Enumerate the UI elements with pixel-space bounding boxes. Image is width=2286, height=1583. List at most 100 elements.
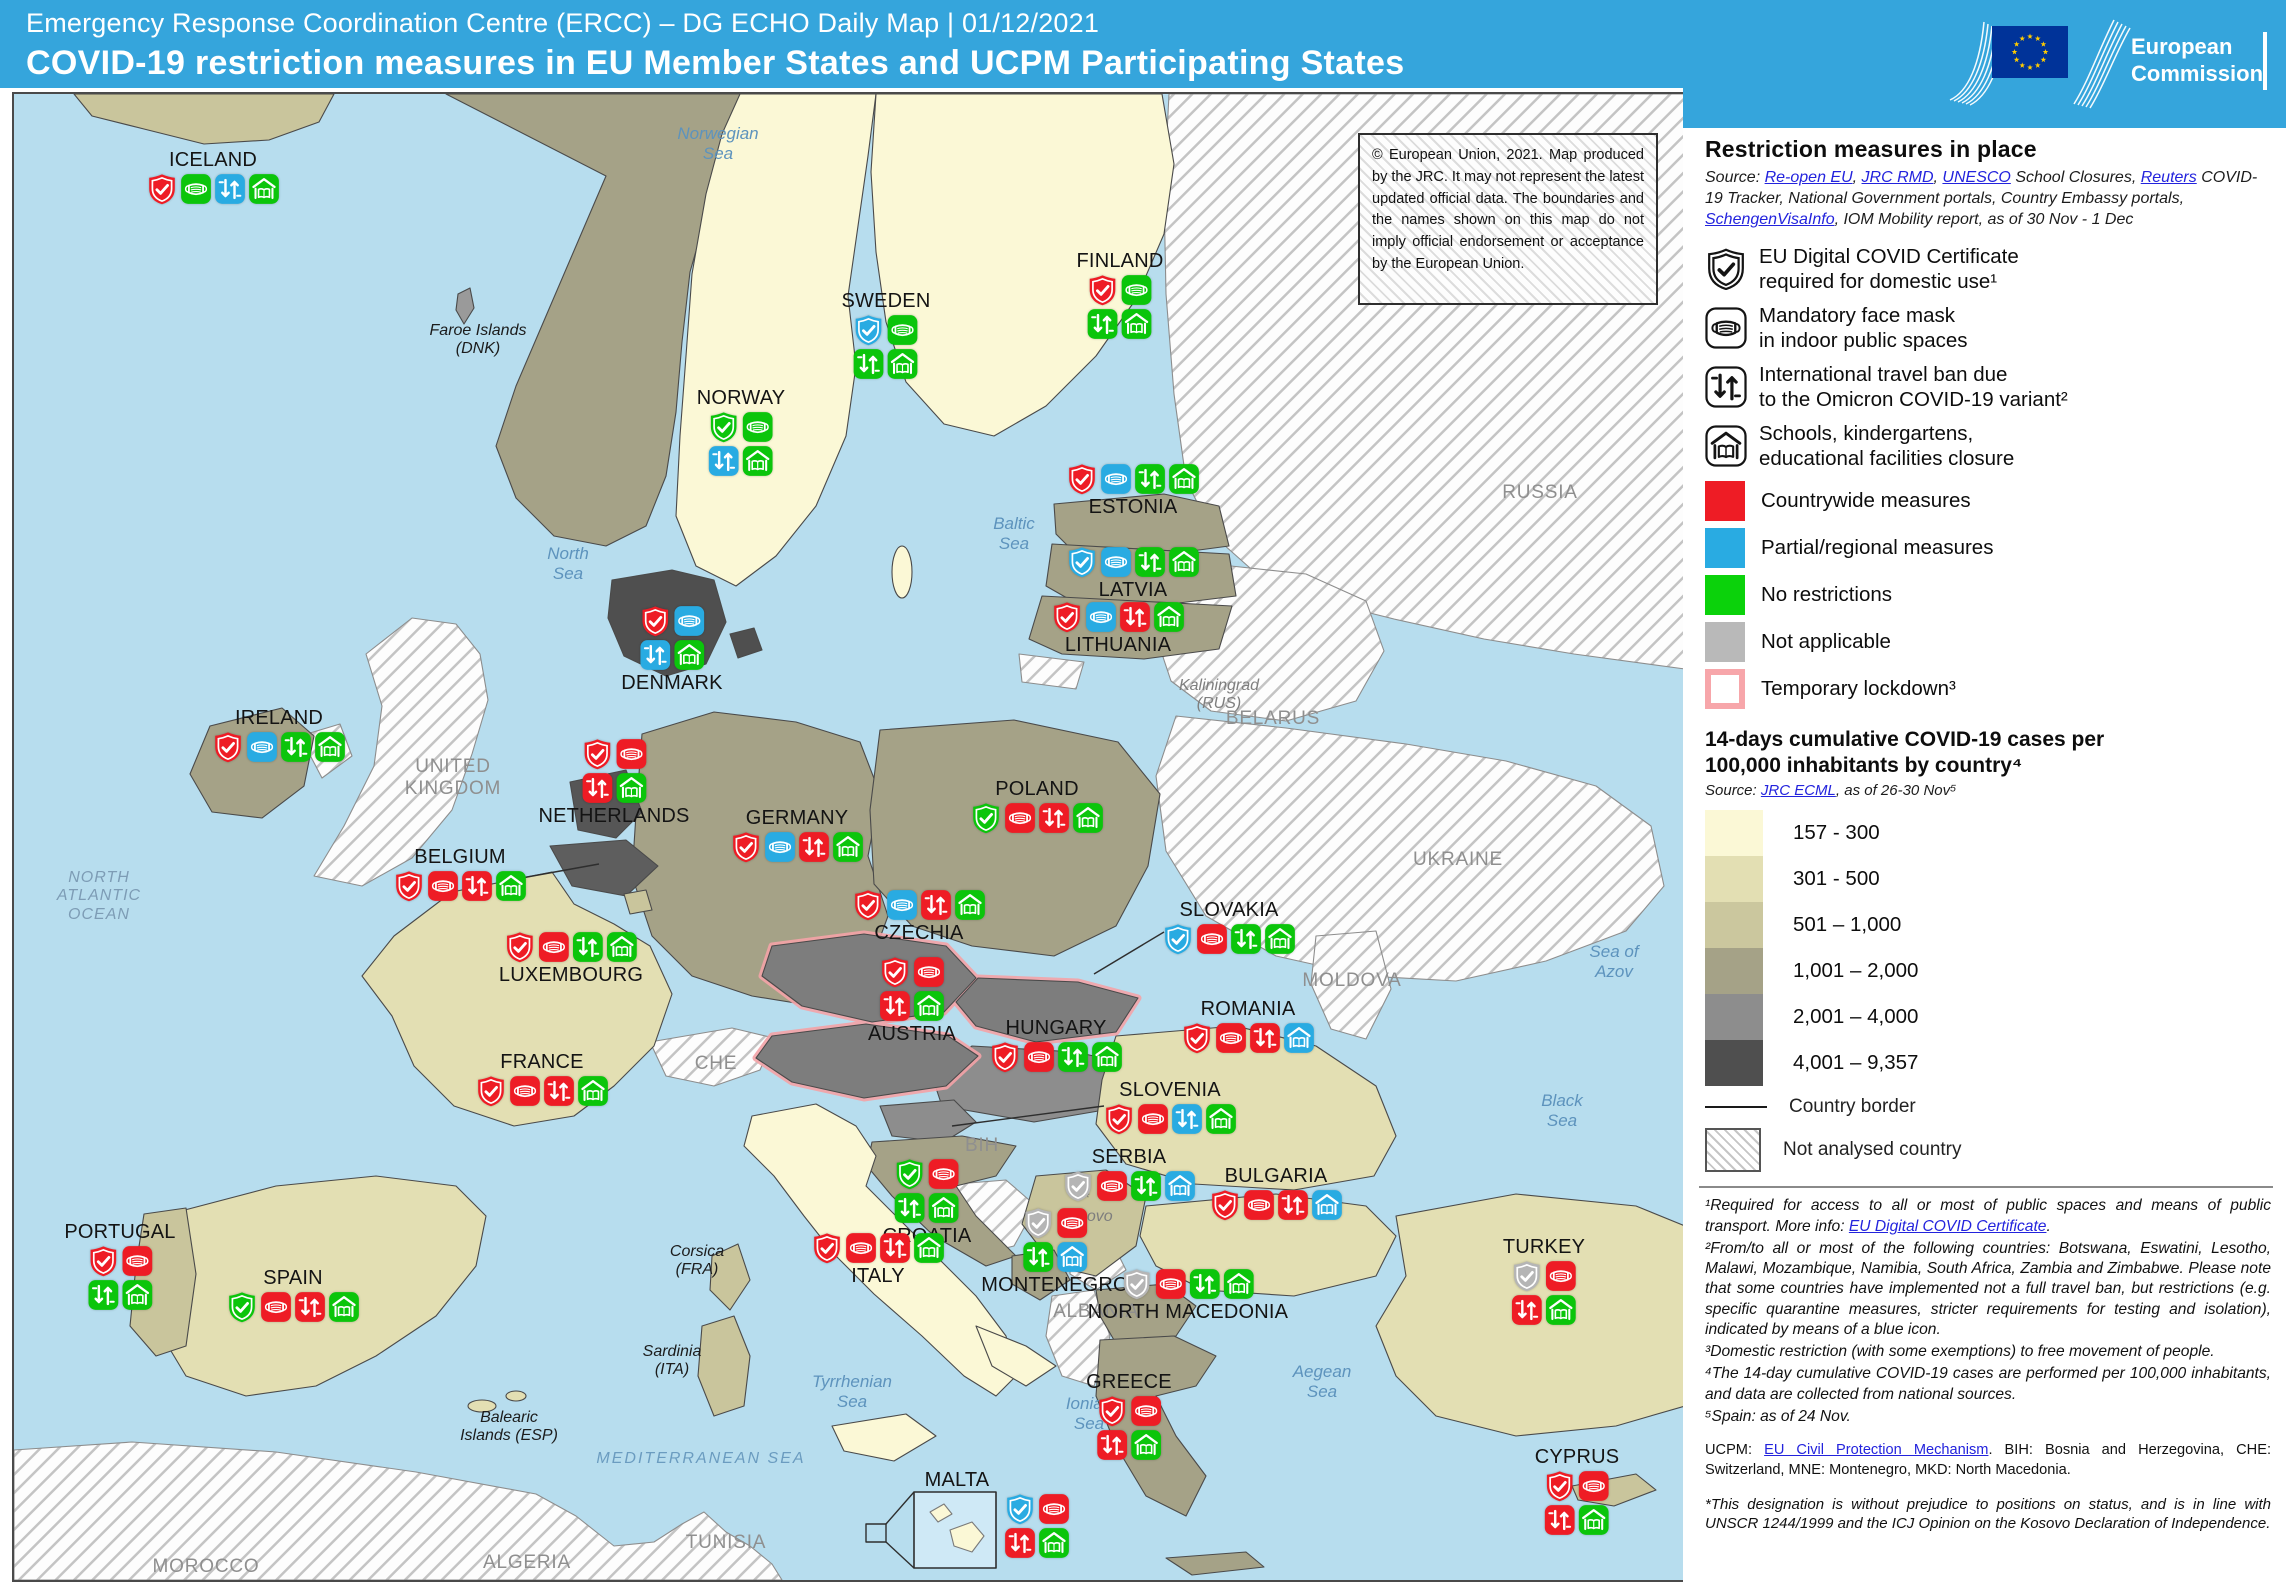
netherlands-icons bbox=[581, 738, 647, 804]
sweden-label: SWEDEN bbox=[841, 290, 931, 312]
area-label-north-atlantic: NORTH ATLANTIC OCEAN bbox=[56, 869, 142, 923]
greece-cert-icon bbox=[1099, 1396, 1125, 1427]
netherlands-school-icon bbox=[616, 773, 646, 803]
area-label-sea-of-azov: Sea of Azov bbox=[1589, 942, 1639, 981]
area-label-bih: BIH bbox=[964, 1135, 1000, 1156]
shape-slovakia bbox=[955, 977, 1139, 1043]
romania-mask-icon bbox=[1216, 1023, 1246, 1053]
link-jrc-ecml[interactable]: JRC ECML bbox=[1760, 781, 1836, 799]
estonia-icons bbox=[1066, 463, 1200, 495]
denmark-school-icon bbox=[674, 640, 704, 670]
link-eu-civil-protection-mechanism[interactable]: EU Civil Protection Mechanism bbox=[1764, 1442, 1989, 1459]
legend-measure-text: Mandatory face mask in indoor public spac… bbox=[1759, 304, 1968, 353]
text-segment: ³Domestic restriction (with some exempti… bbox=[1705, 1343, 2215, 1361]
shape-albania bbox=[1045, 1289, 1111, 1387]
hungary-icons bbox=[989, 1041, 1123, 1073]
shape-sardinia bbox=[697, 1315, 751, 1417]
country-cluster-netherlands: NETHERLANDS bbox=[538, 738, 689, 827]
turkey-travel-icon bbox=[1512, 1295, 1542, 1325]
malta-label: MALTA bbox=[924, 1469, 990, 1491]
lockdown-label: Temporary lockdown³ bbox=[1761, 677, 1956, 701]
montenegro-icons bbox=[1022, 1207, 1088, 1273]
poland-cert-icon bbox=[973, 803, 999, 834]
iceland-school-icon bbox=[249, 174, 279, 204]
denmark-mask-icon bbox=[674, 606, 704, 636]
status-swatch bbox=[1705, 528, 1745, 569]
estonia-cert-icon bbox=[1069, 464, 1095, 495]
germany-school-icon bbox=[833, 832, 863, 862]
montenegro-school-icon bbox=[1057, 1242, 1087, 1272]
cyprus-label: CYPRUS bbox=[1534, 1446, 1620, 1468]
germany-cert-icon bbox=[733, 832, 759, 863]
ucpm-note: UCPM: EU Civil Protection Mechanism. BIH… bbox=[1705, 1441, 2271, 1480]
shape-slovenia bbox=[879, 1099, 977, 1143]
luxembourg-mask-icon bbox=[539, 932, 569, 962]
shape-luxembourg bbox=[623, 889, 653, 915]
bulgaria-travel-icon bbox=[1278, 1190, 1308, 1220]
denmark-icons bbox=[639, 605, 705, 671]
footnote-5: ⁵Spain: as of 24 Nov. bbox=[1705, 1407, 2271, 1427]
area-label-sardinia: Sardinia (ITA) bbox=[642, 1343, 702, 1379]
text-segment: , IOM Mobility report, as of 30 Nov - 1 … bbox=[1834, 211, 2134, 229]
portugal-label: PORTUGAL bbox=[64, 1221, 176, 1243]
cases-title-line1: 14-days cumulative COVID-19 cases per bbox=[1705, 728, 2105, 752]
country-cluster-finland: FINLAND bbox=[1077, 251, 1164, 340]
link-schengenvisainfo[interactable]: SchengenVisaInfo bbox=[1705, 211, 1835, 229]
malta-travel-icon bbox=[1005, 1528, 1035, 1558]
slovakia-mask-icon bbox=[1197, 924, 1227, 954]
shape-switzerland bbox=[649, 1027, 775, 1087]
greece-mask-icon bbox=[1131, 1396, 1161, 1426]
serbia-school-icon bbox=[1165, 1171, 1195, 1201]
north-macedonia-school-icon bbox=[1224, 1269, 1254, 1299]
lockdown-swatch bbox=[1705, 669, 1745, 710]
bin-swatch bbox=[1705, 1040, 1763, 1087]
luxembourg-cert-icon bbox=[507, 932, 533, 963]
greece-label: GREECE bbox=[1086, 1371, 1172, 1393]
country-cluster-sweden: SWEDEN bbox=[842, 291, 931, 380]
country-cluster-belgium: BELGIUM bbox=[393, 847, 527, 902]
iceland-mask-icon bbox=[181, 174, 211, 204]
slovakia-school-icon bbox=[1265, 924, 1295, 954]
cases-bin-row: 301 - 500 bbox=[1705, 856, 2271, 903]
luxembourg-label: LUXEMBOURG bbox=[498, 964, 644, 986]
latvia-school-icon bbox=[1169, 547, 1199, 577]
hungary-school-icon bbox=[1092, 1042, 1122, 1072]
bulgaria-cert-icon bbox=[1212, 1190, 1238, 1221]
italy-icons bbox=[811, 1232, 945, 1264]
sweden-school-icon bbox=[888, 349, 918, 379]
area-label-norwegian-sea: Norwegian Sea bbox=[677, 124, 759, 163]
footnotes-block: ¹Required for access to all or most of p… bbox=[1705, 1196, 2271, 1427]
hungary-cert-icon bbox=[992, 1042, 1018, 1073]
portugal-mask-icon bbox=[122, 1246, 152, 1276]
link-eu-digital-covid-certificate[interactable]: EU Digital COVID Certificate bbox=[1848, 1217, 2047, 1235]
country-cluster-austria: AUSTRIA bbox=[868, 956, 956, 1045]
france-cert-icon bbox=[478, 1076, 504, 1107]
finland-icons bbox=[1087, 274, 1153, 340]
text-segment: . bbox=[2046, 1217, 2051, 1235]
latvia-label: LATVIA bbox=[1098, 579, 1168, 601]
belgium-leader-line bbox=[515, 863, 600, 880]
link-jrc-rmd[interactable]: JRC RMD bbox=[1861, 169, 1934, 186]
link-re-open-eu[interactable]: Re-open EU bbox=[1764, 169, 1853, 186]
bin-label: 501 – 1,000 bbox=[1793, 913, 1902, 937]
estonia-label: ESTONIA bbox=[1088, 496, 1178, 518]
hungary-mask-icon bbox=[1024, 1042, 1054, 1072]
area-label-baltic-sea: Baltic Sea bbox=[993, 514, 1035, 553]
italy-school-icon bbox=[914, 1233, 944, 1263]
area-label-mediterranean: MEDITERRANEAN SEA bbox=[596, 1450, 806, 1467]
link-unesco[interactable]: UNESCO bbox=[1942, 169, 2011, 186]
montenegro-mask-icon bbox=[1057, 1208, 1087, 1238]
poland-icons bbox=[970, 802, 1104, 834]
spain-cert-icon bbox=[229, 1292, 255, 1323]
serbia-cert-icon bbox=[1065, 1171, 1091, 1202]
belgium-school-icon bbox=[496, 871, 526, 901]
area-label-kaliningrad: Kaliningrad (RUS) bbox=[1178, 677, 1260, 713]
footnote-1: ¹Required for access to all or most of p… bbox=[1705, 1196, 2271, 1237]
turkey-cert-icon bbox=[1514, 1261, 1540, 1292]
cyprus-travel-icon bbox=[1545, 1505, 1575, 1535]
area-label-algeria: ALGERIA bbox=[483, 1552, 571, 1573]
czechia-school-icon bbox=[955, 890, 985, 920]
link-reuters[interactable]: Reuters bbox=[2140, 169, 2197, 186]
estonia-school-icon bbox=[1169, 464, 1199, 494]
netherlands-label: NETHERLANDS bbox=[538, 805, 690, 827]
